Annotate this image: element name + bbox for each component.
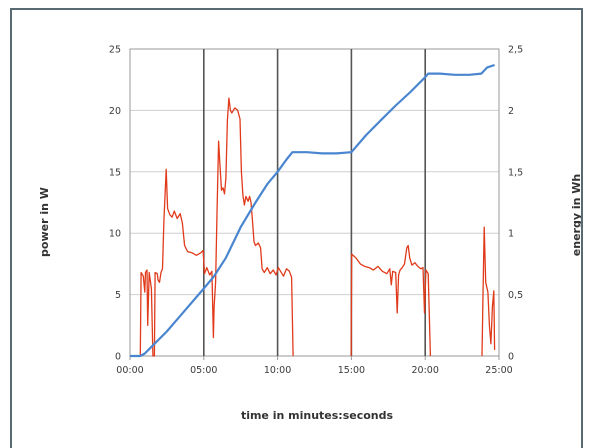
x-axis-label: time in minutes:seconds: [241, 409, 394, 422]
power-line-segment: [481, 226, 496, 357]
y-left-tick-label: 20: [109, 106, 121, 117]
y-left-tick-label: 0: [115, 352, 121, 363]
power-line-segment: [139, 97, 294, 357]
grid: [129, 48, 500, 360]
power-line-segment: [350, 244, 432, 357]
y-right-tick-label: 0: [508, 352, 514, 363]
x-tick-label: 10:00: [264, 365, 291, 376]
y-axis-left-label: power in W: [38, 187, 51, 257]
x-tick-label: 25:00: [485, 365, 512, 376]
x-tick-label: 15:00: [338, 365, 365, 376]
x-tick-label: 05:00: [190, 365, 217, 376]
y-left-tick-label: 25: [109, 45, 121, 56]
x-tick-label: 20:00: [412, 365, 439, 376]
y-right-tick-label: 1: [508, 229, 514, 240]
y-right-tick-label: 2: [508, 106, 514, 117]
y-left-tick-label: 5: [115, 290, 121, 301]
energy-line-segment: [130, 63, 495, 358]
plot-border: [129, 48, 500, 357]
y-right-tick-label: 1,5: [508, 167, 523, 178]
y-right-tick-label: 2,5: [508, 45, 523, 56]
series-lines: [130, 63, 496, 358]
chart: 0 0 5 0,5 10 1 15 1,5 20 2 25 2,5 00:00 05:00 10:00 15:…: [38, 45, 583, 423]
plot-area: [130, 49, 499, 356]
y-axis-right-label: energy in Wh: [570, 174, 581, 256]
chart-frame: 0 0 5 0,5 10 1 15 1,5 20 2 25 2,5 00:00 05:00 10:00 15:…: [10, 8, 583, 448]
y-left-tick-label: 10: [109, 229, 121, 240]
ticks: 0 0 5 0,5 10 1 15 1,5 20 2 25 2,5 00:00 05:00 10:00 15:…: [109, 45, 523, 377]
y-right-tick-label: 0,5: [508, 290, 523, 301]
x-tick-label: 00:00: [116, 365, 143, 376]
y-left-tick-label: 15: [109, 167, 121, 178]
